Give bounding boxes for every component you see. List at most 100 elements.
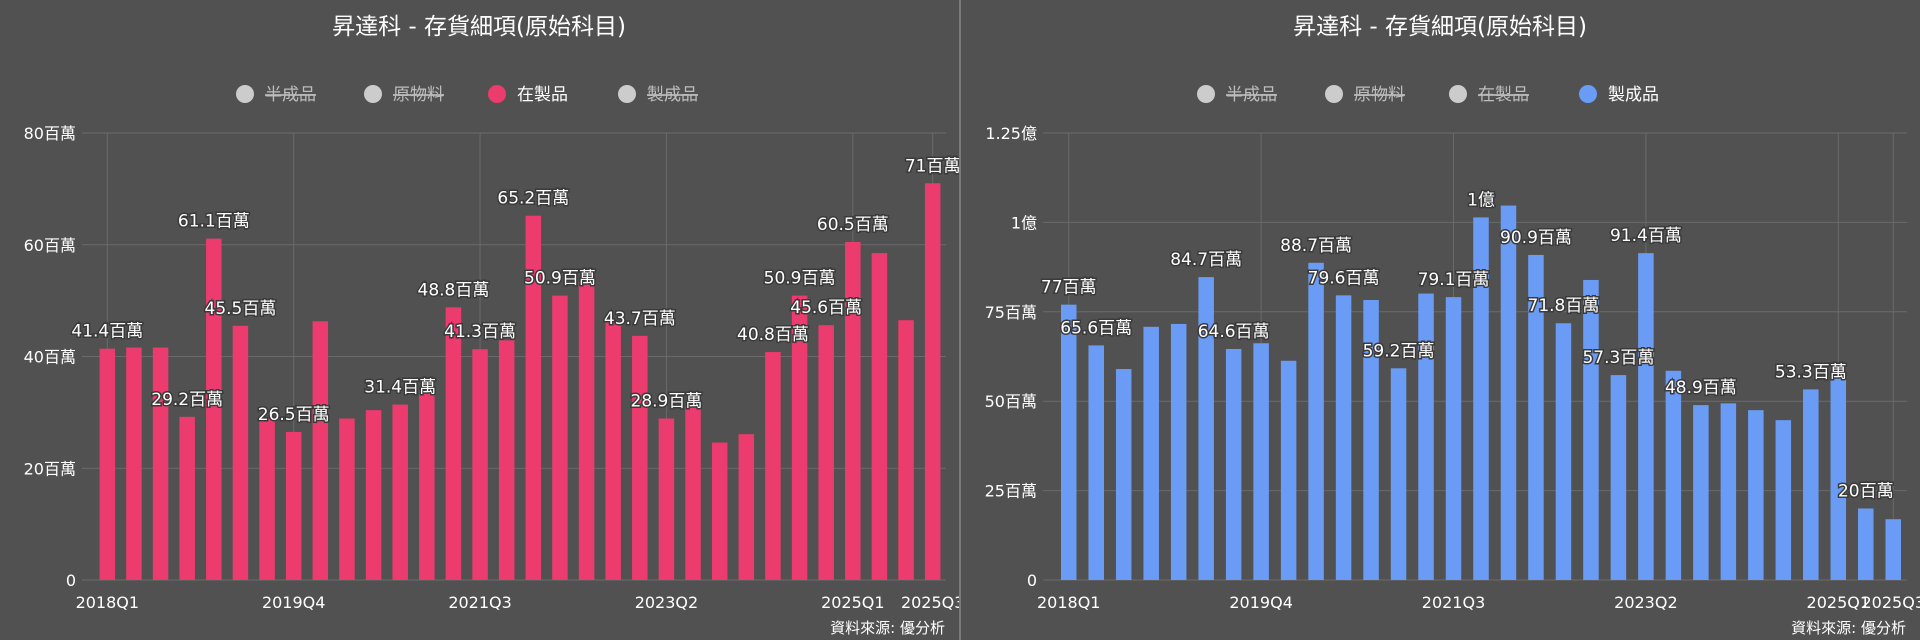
bar-21[interactable] (1610, 375, 1627, 580)
bar-19[interactable] (578, 281, 595, 580)
data-label: 57.3百萬 (1582, 348, 1654, 368)
bar-20[interactable] (1583, 279, 1599, 580)
bar-14[interactable] (445, 307, 462, 580)
y-tick-label: 25百萬 (985, 482, 1037, 501)
data-label: 65.6百萬 (1060, 318, 1132, 338)
bar-13[interactable] (419, 390, 435, 580)
legend-item-2[interactable]: 原物料 (1325, 85, 1405, 105)
legend-item-2[interactable]: 原物料 (364, 85, 444, 105)
legend-marker-icon (1449, 85, 1467, 103)
legend-item-3[interactable]: 在製品 (488, 85, 568, 105)
bar-23[interactable] (685, 406, 701, 580)
bar-28[interactable] (1803, 389, 1819, 580)
data-label: 28.9百萬 (631, 392, 703, 412)
bar-2[interactable] (1088, 345, 1104, 580)
bar-4[interactable] (179, 416, 195, 580)
bar-10[interactable] (339, 418, 355, 580)
bar-24[interactable] (711, 442, 728, 580)
bar-25[interactable] (1720, 403, 1737, 580)
legend-item-4[interactable]: 製成品 (1579, 85, 1659, 105)
bar-10[interactable] (1308, 262, 1324, 580)
bar-30[interactable] (871, 253, 888, 580)
bar-22[interactable] (658, 418, 675, 580)
bar-26[interactable] (1748, 410, 1764, 580)
bar-7[interactable] (259, 418, 275, 580)
bar-9[interactable] (312, 321, 329, 580)
bar-7[interactable] (1225, 348, 1242, 580)
data-source-label: 資料來源: 優分析 (1791, 619, 1906, 637)
bar-22[interactable] (1638, 253, 1654, 580)
legend-item-3[interactable]: 在製品 (1449, 85, 1529, 105)
bar-21[interactable] (632, 335, 648, 580)
bar-19[interactable] (1555, 323, 1572, 580)
bar-2[interactable] (126, 347, 142, 580)
bar-1[interactable] (99, 348, 116, 580)
bar-11[interactable] (365, 410, 382, 580)
data-label: 90.9百萬 (1500, 228, 1572, 248)
bar-5[interactable] (1170, 323, 1187, 580)
bar-18[interactable] (552, 295, 568, 580)
bar-18[interactable] (1528, 254, 1544, 581)
bar-13[interactable] (1390, 368, 1407, 580)
legend-label: 半成品 (265, 85, 316, 105)
bar-28[interactable] (818, 325, 834, 580)
bar-3[interactable] (152, 347, 169, 580)
data-label: 91.4百萬 (1610, 226, 1682, 246)
legend-label: 在製品 (517, 85, 568, 105)
x-tick-label: 2018Q1 (76, 593, 140, 612)
data-label: 48.9百萬 (1665, 378, 1737, 398)
x-tick-label: 2023Q2 (635, 593, 699, 612)
bar-5[interactable] (206, 238, 222, 580)
bar-24[interactable] (1693, 405, 1709, 580)
bar-31[interactable] (898, 320, 914, 580)
bar-3[interactable] (1115, 369, 1132, 580)
legend-item-4[interactable]: 製成品 (618, 85, 698, 105)
bar-27[interactable] (791, 295, 808, 580)
legend-item-1[interactable]: 半成品 (1197, 85, 1277, 105)
bar-9[interactable] (1280, 360, 1297, 580)
legend-label: 原物料 (393, 85, 444, 105)
chart-canvas: 昇達科 - 存貨細項(原始科目) 半成品 原物料 在製品 製成品 0 20百萬 40百萬 60百… (24, 14, 959, 612)
bar-27[interactable] (1775, 420, 1792, 580)
x-tick-label: 2025Q1 (1807, 593, 1871, 612)
x-tick-label: 2019Q4 (262, 593, 326, 612)
bar-4[interactable] (1143, 326, 1159, 580)
bar-1[interactable] (1060, 304, 1077, 580)
data-label: 84.7百萬 (1170, 250, 1242, 270)
bar-29[interactable] (1830, 376, 1847, 580)
bar-11[interactable] (1335, 295, 1352, 580)
bar-32[interactable] (924, 183, 941, 580)
bar-15[interactable] (472, 349, 488, 580)
bar-6[interactable] (232, 325, 249, 580)
data-label: 45.6百萬 (790, 298, 862, 318)
bar-17[interactable] (1500, 205, 1517, 580)
x-tick-label: 2021Q3 (1422, 593, 1486, 612)
legend-item-1[interactable]: 半成品 (236, 85, 316, 105)
y-tick-label: 75百萬 (985, 303, 1037, 322)
legend-label: 製成品 (1608, 85, 1659, 105)
bar-12[interactable] (392, 404, 408, 580)
bar-6[interactable] (1198, 277, 1214, 580)
y-tick-label: 50百萬 (985, 392, 1037, 411)
bar-31[interactable] (1885, 519, 1902, 580)
bar-29[interactable] (845, 241, 861, 581)
bar-26[interactable] (765, 352, 781, 580)
legend-label: 製成品 (647, 85, 698, 105)
bar-16[interactable] (498, 340, 515, 580)
bar-25[interactable] (738, 434, 755, 580)
bar-20[interactable] (605, 321, 621, 580)
legend-marker-icon (364, 85, 382, 103)
bar-14[interactable] (1418, 293, 1434, 580)
bar-23[interactable] (1665, 370, 1682, 580)
y-tick-label: 1.25億 (985, 124, 1037, 143)
bar-8[interactable] (1253, 343, 1269, 580)
bar-16[interactable] (1473, 217, 1489, 580)
data-label: 41.4百萬 (71, 322, 143, 342)
bar-15[interactable] (1445, 297, 1462, 580)
bar-30[interactable] (1858, 508, 1874, 580)
chart-panel-work-in-progress: 昇達科 - 存貨細項(原始科目) 半成品 原物料 在製品 製成品 0 20百萬 40百萬 60百… (0, 0, 959, 640)
legend-label: 半成品 (1226, 85, 1277, 105)
bar-17[interactable] (525, 215, 542, 580)
bar-12[interactable] (1363, 299, 1379, 580)
bar-8[interactable] (285, 431, 302, 580)
